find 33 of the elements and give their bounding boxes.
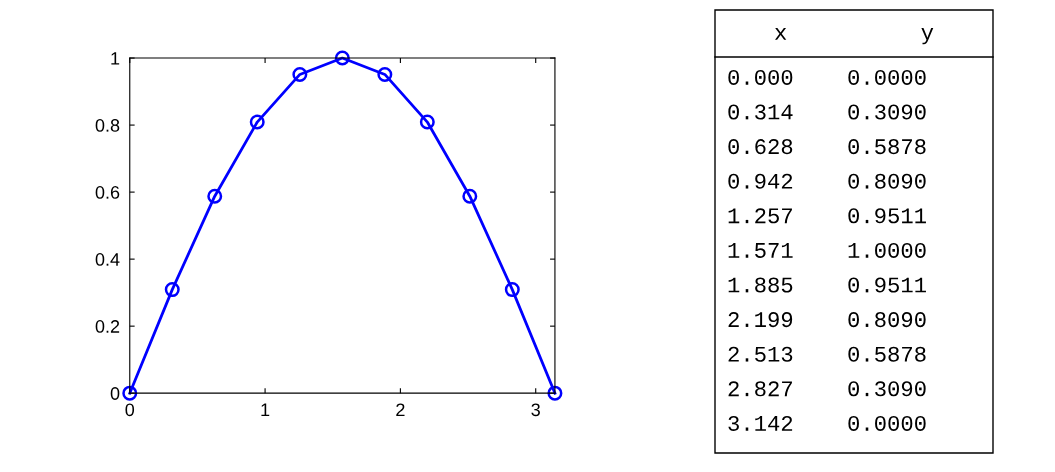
y-tick-label: 1 <box>111 52 120 65</box>
text: 1.257 0.9511 <box>728 208 926 224</box>
text: 1.885 0.9511 <box>728 277 926 293</box>
point <box>122 385 138 401</box>
point <box>377 66 393 82</box>
point <box>249 114 265 130</box>
text: x y <box>775 28 934 45</box>
text: 1.571 1.0000 <box>728 242 926 258</box>
y-tick-label: 0.4 <box>95 253 120 266</box>
x-tick-label: 2 <box>396 403 405 416</box>
text: 0.628 0.5878 <box>728 139 926 155</box>
text: 2.513 0.5878 <box>728 346 926 362</box>
point <box>462 188 478 204</box>
y-tick-label: 0.6 <box>95 186 120 199</box>
point <box>164 282 180 298</box>
x-tick-label: 0 <box>125 403 135 417</box>
y-tick-label: 0 <box>110 387 120 400</box>
point <box>292 66 308 82</box>
text: 0.942 0.8090 <box>728 173 926 189</box>
point <box>334 50 350 66</box>
text: 0.000 0.0000 <box>728 69 926 85</box>
point <box>207 188 223 204</box>
y-tick-label: 0.8 <box>95 119 120 132</box>
point <box>504 282 520 298</box>
text: 2.199 0.8090 <box>728 312 926 328</box>
x-tick-label: 3 <box>531 403 540 417</box>
point <box>547 385 563 401</box>
y-tick-label: 0.2 <box>95 320 120 333</box>
point <box>419 114 435 130</box>
text: 2.827 0.3090 <box>728 381 926 397</box>
x-tick-label: 1 <box>261 403 270 416</box>
text: 0.314 0.3090 <box>728 104 926 120</box>
text: 3.142 0.0000 <box>728 415 926 431</box>
